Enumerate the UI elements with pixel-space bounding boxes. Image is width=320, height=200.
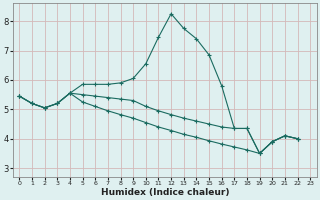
X-axis label: Humidex (Indice chaleur): Humidex (Indice chaleur) bbox=[100, 188, 229, 197]
